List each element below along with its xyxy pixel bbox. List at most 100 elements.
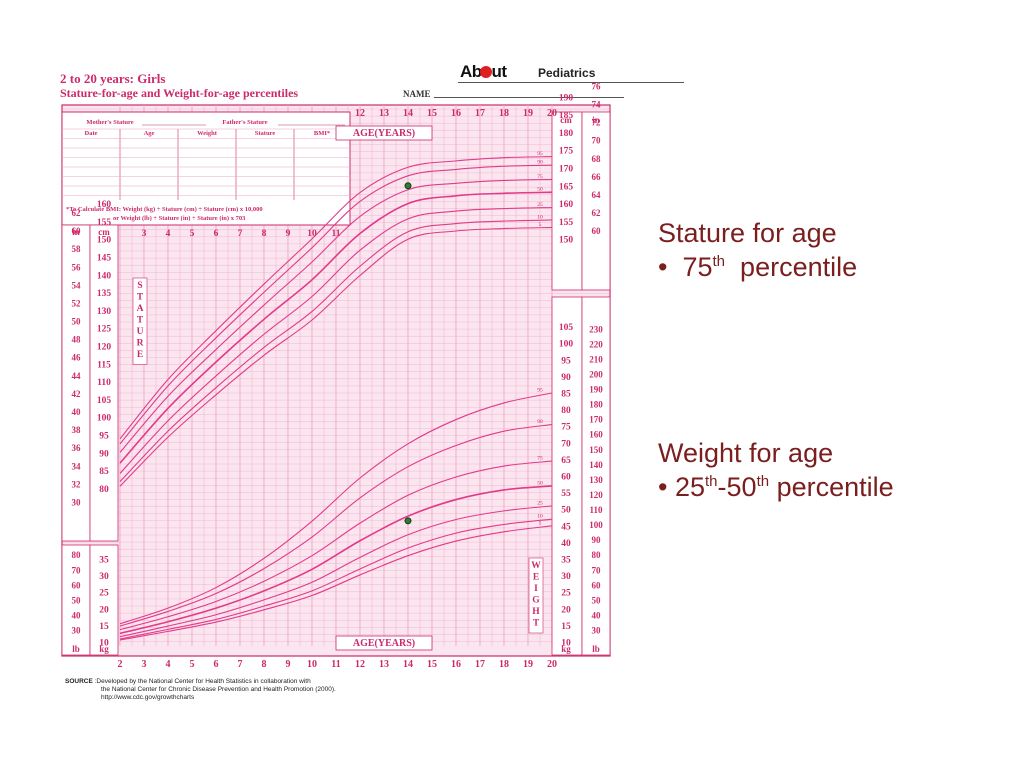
weight-tick-kg-right: 20	[561, 605, 571, 615]
stature-tick-cm-right: 165	[559, 182, 574, 192]
weight-tick-lb-left: 40	[72, 610, 82, 620]
stature-tick-cm-left: 135	[97, 289, 112, 299]
weight-percentile-suffix: percentile	[776, 472, 894, 502]
x-tick-bottom: 20	[547, 659, 557, 670]
weight-tick-kg-right: 50	[561, 506, 571, 516]
chart-subtitle: Stature-for-age and Weight-for-age perce…	[60, 86, 299, 100]
x-tick-top: 14	[403, 108, 413, 119]
stature-axis-label-letter: R	[137, 339, 144, 349]
weight-annotation: Weight for age • 25th-50th percentile	[658, 436, 894, 504]
weight-marker	[404, 517, 412, 525]
weight-unit-kg-right: kg	[561, 644, 571, 654]
stature-tick-cm-left: 85	[99, 467, 109, 477]
stature-tick-in-left: 36	[72, 443, 82, 453]
x-tick-bottom: 10	[307, 659, 317, 670]
weight-percentile-high-sup: th	[756, 473, 770, 490]
weight-percentile-low: 25	[674, 472, 706, 502]
x-tick-top: 12	[355, 108, 365, 119]
weight-curve-p5	[119, 525, 553, 641]
stature-tick-cm-right: 180	[559, 129, 574, 139]
source-note: SOURCE :Developed by the National Center…	[65, 678, 425, 702]
weight-tick-lb-right: 180	[589, 400, 603, 410]
mother-stature-label: Mother's Stature	[86, 119, 133, 126]
x-tick-bottom: 15	[427, 659, 437, 670]
stature-tick-in-left: 32	[72, 479, 82, 489]
x-tick-bottom: 5	[190, 659, 195, 670]
stature-unit-in-right: in	[592, 115, 600, 125]
weight-unit-lb-left: lb	[72, 644, 80, 654]
weight-tick-lb-right: 50	[592, 595, 602, 605]
x-tick-bottom: 11	[331, 659, 340, 670]
stature-tick-cm-left: 80	[99, 485, 109, 495]
weight-percentile-high: 50	[726, 472, 757, 502]
weight-tick-lb-left: 60	[72, 580, 82, 590]
record-col-header: Age	[144, 130, 155, 137]
weight-tick-kg-right: 25	[561, 589, 571, 599]
axis-box	[551, 296, 583, 656]
weight-tick-kg-right: 35	[561, 556, 571, 566]
weight-tick-lb-right: 120	[589, 490, 603, 500]
stature-tick-in-left: 58	[72, 244, 82, 254]
stature-curve-p25	[119, 206, 553, 474]
weight-tick-kg-left: 25	[99, 589, 109, 599]
x-tick-top: 17	[475, 108, 485, 119]
weight-tick-kg-left: 35	[99, 556, 109, 566]
x-tick-bottom: 4	[166, 659, 171, 670]
stature-tick-in-right: 66	[592, 172, 602, 182]
stature-tick-in-left: 62	[72, 208, 82, 218]
weight-tick-kg-left: 20	[99, 605, 109, 615]
stature-tick-cm-left: 105	[97, 396, 112, 406]
x-tick-middle: 10	[307, 229, 317, 239]
stature-tick-cm-right: 185	[559, 111, 574, 121]
weight-percentile-label: 95	[537, 388, 543, 394]
stature-curve-p5	[119, 226, 553, 487]
stature-percentile-label: 5	[539, 222, 542, 228]
weight-tick-lb-right: 140	[589, 460, 603, 470]
stature-percentile-value: 75	[682, 252, 713, 282]
weight-tick-kg-right: 90	[561, 373, 571, 383]
stature-curve-p90	[119, 164, 553, 445]
stature-tick-in-left: 38	[72, 425, 82, 435]
x-tick-bottom: 6	[214, 659, 219, 670]
weight-tick-kg-right: 70	[561, 439, 571, 449]
stature-curve-p95	[119, 156, 553, 440]
stature-tick-cm-left: 145	[97, 254, 112, 264]
weight-curve-p25	[119, 505, 553, 638]
x-tick-middle: 11	[332, 229, 341, 239]
stature-tick-cm-left: 125	[97, 325, 112, 335]
weight-percentile-label: 10	[537, 514, 543, 520]
x-tick-bottom: 12	[355, 659, 365, 670]
weight-tick-kg-right: 45	[561, 522, 571, 532]
weight-tick-kg-left: 15	[99, 622, 109, 632]
weight-percentile: • 25th-50th percentile	[658, 470, 894, 504]
stature-tick-in-right: 74	[592, 100, 602, 110]
weight-tick-lb-right: 150	[589, 445, 603, 455]
stature-axis-label-letter: T	[137, 293, 144, 303]
stature-marker	[404, 182, 412, 190]
axis-box	[61, 224, 91, 542]
stature-tick-cm-right: 190	[559, 93, 574, 103]
x-tick-top: 20	[547, 108, 557, 119]
stature-tick-in-left: 48	[72, 335, 82, 345]
weight-axis-label-box	[528, 557, 544, 634]
stature-tick-in-left: 40	[72, 407, 82, 417]
bmi-note-1: *To Calculate BMI: Weight (kg) ÷ Stature…	[66, 206, 263, 213]
axis-box	[581, 296, 611, 656]
stature-percentile-label: 75	[537, 174, 543, 180]
weight-tick-kg-right: 60	[561, 473, 571, 483]
stature-tick-cm-right: 155	[559, 218, 574, 228]
weight-percentile-label: 25	[537, 500, 543, 506]
weight-tick-kg-right: 65	[561, 456, 571, 466]
name-line	[434, 97, 624, 98]
weight-tick-lb-right: 110	[589, 505, 603, 515]
x-axis-label-bottom: AGE(YEARS)	[353, 638, 415, 649]
weight-curve-p90	[119, 423, 553, 627]
stature-percentile-label: 10	[537, 214, 543, 220]
source-text-1: :Developed by the National Center for He…	[94, 678, 311, 685]
stature-tick-in-right: 76	[592, 81, 602, 91]
stature-tick-cm-left: 160	[97, 200, 112, 210]
stature-tick-cm-left: 90	[99, 449, 109, 459]
